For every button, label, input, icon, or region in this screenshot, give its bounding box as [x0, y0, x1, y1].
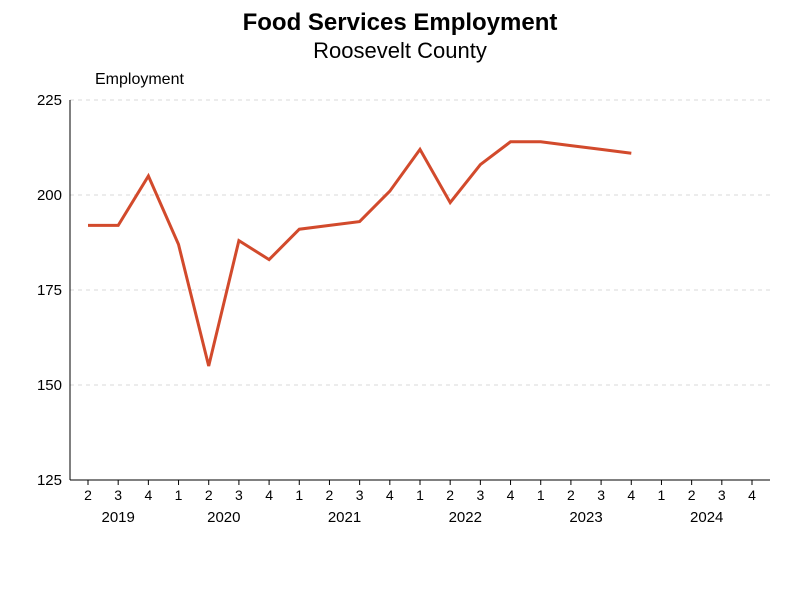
x-tick-quarter-label: 3 — [476, 487, 484, 503]
x-tick-quarter-label: 2 — [688, 487, 696, 503]
x-tick-quarter-label: 4 — [144, 487, 152, 503]
x-tick-quarter-label: 2 — [567, 487, 575, 503]
x-tick-quarter-label: 4 — [507, 487, 515, 503]
x-tick-year-label: 2019 — [101, 509, 134, 526]
y-axis: 125 150 175 200 225 — [37, 92, 62, 489]
x-tick-quarter-label: 2 — [205, 487, 213, 503]
y-tick-label: 175 — [37, 282, 62, 299]
chart-svg: Food Services Employment Roosevelt Count… — [0, 0, 800, 600]
x-tick-quarter-label: 1 — [175, 487, 183, 503]
x-tick-year-label: 2020 — [207, 509, 240, 526]
x-tick-year-label: 2021 — [328, 509, 361, 526]
x-tick-quarter-label: 3 — [718, 487, 726, 503]
x-tick-quarter-label: 1 — [537, 487, 545, 503]
gridlines — [70, 100, 770, 480]
chart-subtitle: Roosevelt County — [313, 38, 487, 63]
x-tick-quarter-label: 4 — [386, 487, 394, 503]
chart-title: Food Services Employment — [243, 9, 558, 36]
x-tick-quarter-label: 4 — [627, 487, 635, 503]
y-axis-title: Employment — [95, 71, 184, 88]
x-tick-year-label: 2022 — [449, 509, 482, 526]
x-tick-quarter-label: 2 — [84, 487, 92, 503]
y-tick-label: 225 — [37, 92, 62, 109]
y-tick-label: 125 — [37, 472, 62, 489]
y-tick-label: 200 — [37, 187, 62, 204]
x-tick-quarter-label: 3 — [597, 487, 605, 503]
x-tick-quarter-label: 1 — [416, 487, 424, 503]
x-tick-year-label: 2024 — [690, 509, 723, 526]
x-axis: 2 3 4 1 2 3 4 1 2 3 4 1 2 3 4 1 2 3 4 1 2 3 4 2019 2020 2021 2022 2… — [84, 480, 756, 526]
data-series-line — [88, 142, 631, 366]
x-tick-quarter-label: 3 — [356, 487, 364, 503]
chart-container: Food Services Employment Roosevelt Count… — [0, 0, 800, 600]
x-tick-quarter-label: 1 — [295, 487, 303, 503]
x-tick-quarter-label: 2 — [326, 487, 334, 503]
x-tick-quarter-label: 4 — [265, 487, 273, 503]
y-tick-label: 150 — [37, 377, 62, 394]
x-tick-quarter-label: 3 — [235, 487, 243, 503]
x-tick-quarter-label: 4 — [748, 487, 756, 503]
x-tick-quarter-label: 1 — [658, 487, 666, 503]
x-tick-quarter-label: 3 — [114, 487, 122, 503]
x-tick-year-label: 2023 — [569, 509, 602, 526]
x-tick-quarter-label: 2 — [446, 487, 454, 503]
